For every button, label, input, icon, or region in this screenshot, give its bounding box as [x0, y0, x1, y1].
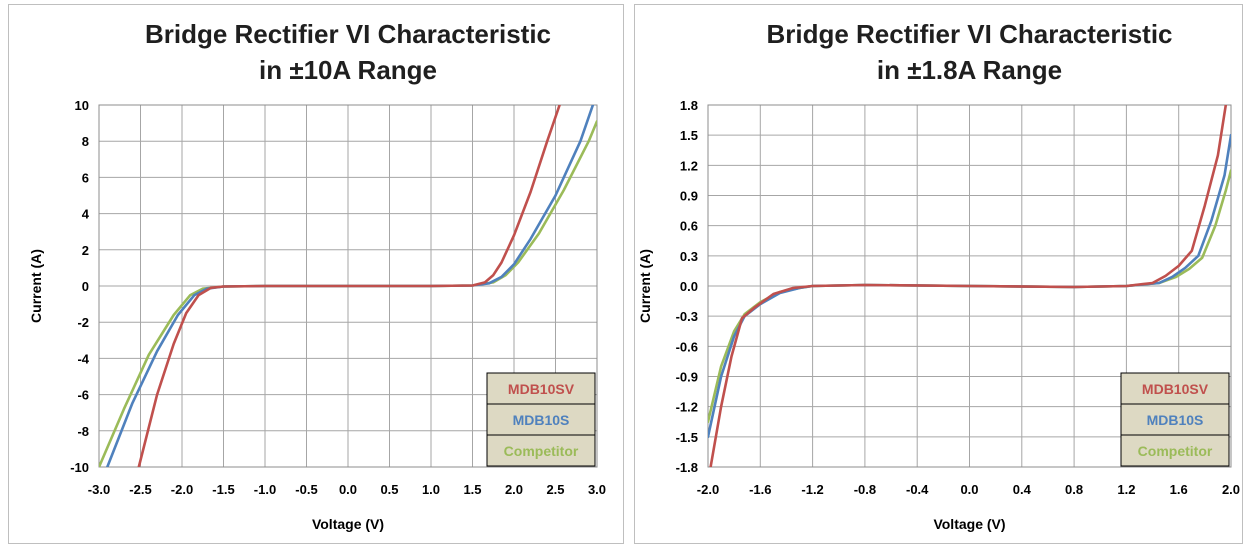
legend-entry-box — [486, 372, 596, 405]
legend-entry-box — [1120, 434, 1230, 467]
legend-entry-label: Competitor — [504, 443, 579, 459]
legend-entry-box — [1120, 372, 1230, 405]
x-tick-label: 0.0 — [960, 482, 978, 497]
x-tick-label: -0.5 — [295, 482, 317, 497]
x-tick-label: 0.4 — [1013, 482, 1032, 497]
chart-subtitle: in ±10A Range — [259, 55, 437, 85]
y-tick-label: 6 — [82, 170, 89, 185]
y-tick-label: -0.6 — [676, 339, 698, 354]
plot-area-border — [707, 104, 1232, 468]
y-tick-label: 0.9 — [680, 189, 698, 204]
chart-panel-left: Bridge Rectifier VI Characteristic in ±10… — [8, 4, 624, 544]
x-tick-label: 1.5 — [463, 482, 481, 497]
x-tick-label: 2.0 — [505, 482, 523, 497]
y-tick-label: -8 — [77, 424, 89, 439]
y-tick-label: 1.2 — [680, 158, 698, 173]
x-tick-label: -1.6 — [749, 482, 771, 497]
y-axis-label: Current (A) — [637, 249, 653, 323]
legend-entry-label: MDB10SV — [1142, 381, 1209, 397]
y-axis-label: Current (A) — [28, 249, 44, 323]
legend-entry-box — [486, 434, 596, 467]
x-axis-label: Voltage (V) — [933, 516, 1005, 532]
chart-svg-left: Bridge Rectifier VI Characteristic in ±10… — [28, 19, 606, 532]
x-tick-label: 1.0 — [422, 482, 440, 497]
series-line-mdb10sv — [137, 105, 561, 467]
y-tick-label: 8 — [82, 134, 89, 149]
x-tick-label: 2.5 — [546, 482, 564, 497]
chart-subtitle: in ±1.8A Range — [877, 55, 1062, 85]
legend-entry-label: MDB10SV — [508, 381, 575, 397]
x-tick-label: -2.5 — [129, 482, 151, 497]
x-tick-label: 2.0 — [1222, 482, 1240, 497]
y-tick-label: 0 — [82, 279, 89, 294]
chart-svg-right: Bridge Rectifier VI Characteristic in ±1.… — [637, 19, 1240, 532]
y-tick-label: -0.3 — [676, 309, 698, 324]
x-tick-label: 0.8 — [1065, 482, 1083, 497]
x-tick-label: -1.0 — [254, 482, 276, 497]
chart-title: Bridge Rectifier VI Characteristic — [145, 19, 551, 49]
y-tick-label: 0.3 — [680, 249, 698, 264]
y-tick-label: -6 — [77, 388, 89, 403]
x-tick-label: 0.0 — [339, 482, 357, 497]
y-tick-label: 1.5 — [680, 128, 698, 143]
y-tick-label: 4 — [82, 207, 90, 222]
x-tick-label: 0.5 — [380, 482, 398, 497]
y-tick-label: 0.6 — [680, 219, 698, 234]
x-tick-label: -0.8 — [854, 482, 876, 497]
y-tick-label: -1.5 — [676, 430, 698, 445]
chart-title: Bridge Rectifier VI Characteristic — [766, 19, 1172, 49]
x-tick-label: 3.0 — [588, 482, 606, 497]
legend-entry-box — [486, 403, 596, 436]
x-tick-label: -1.5 — [212, 482, 234, 497]
x-tick-label: 1.6 — [1170, 482, 1188, 497]
y-tick-label: -2 — [77, 315, 89, 330]
x-tick-label: -2.0 — [697, 482, 719, 497]
y-tick-label: -1.2 — [676, 400, 698, 415]
legend-entry-label: Competitor — [1138, 443, 1213, 459]
x-tick-label: -3.0 — [88, 482, 110, 497]
y-tick-label: -1.8 — [676, 460, 698, 475]
legend-entry-label: MDB10S — [513, 412, 570, 428]
y-tick-label: 10 — [75, 98, 89, 113]
legend-entry-box — [1120, 403, 1230, 436]
chart-panel-right: Bridge Rectifier VI Characteristic in ±1.… — [634, 4, 1243, 544]
y-tick-label: 0.0 — [680, 279, 698, 294]
y-tick-label: -0.9 — [676, 370, 698, 385]
plot-area-border — [98, 104, 598, 468]
x-axis-label: Voltage (V) — [312, 516, 384, 532]
x-tick-label: -0.4 — [906, 482, 929, 497]
x-tick-label: -2.0 — [171, 482, 193, 497]
y-tick-label: 1.8 — [680, 98, 698, 113]
x-tick-label: 1.2 — [1117, 482, 1135, 497]
y-tick-label: -10 — [70, 460, 89, 475]
x-tick-label: -1.2 — [801, 482, 823, 497]
y-tick-label: -4 — [77, 351, 89, 366]
series-line-mdb10sv — [709, 105, 1228, 467]
legend-entry-label: MDB10S — [1147, 412, 1204, 428]
y-tick-label: 2 — [82, 243, 89, 258]
